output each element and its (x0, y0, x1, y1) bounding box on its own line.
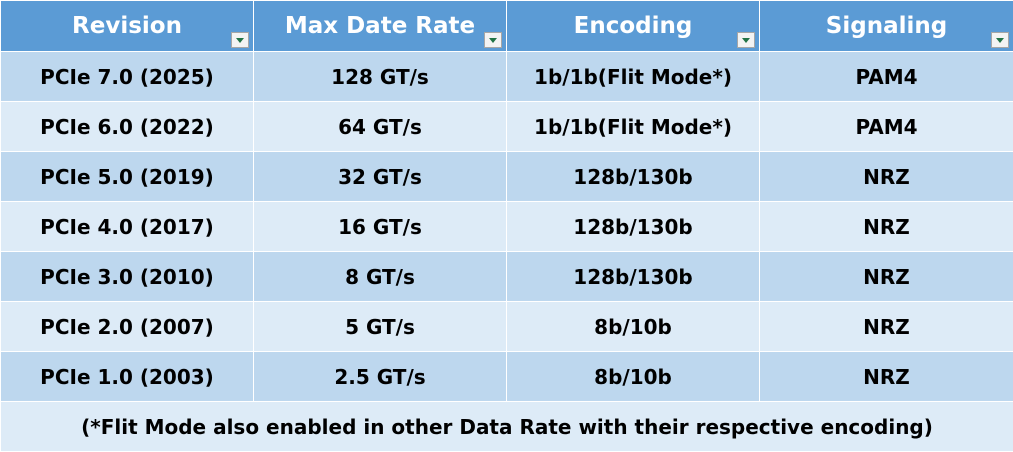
cell-max-rate: 5 GT/s (254, 302, 507, 352)
cell-revision: PCIe 3.0 (2010) (1, 252, 254, 302)
header-label: Signaling (826, 13, 947, 39)
header-label: Encoding (574, 13, 693, 39)
table-row: PCIe 3.0 (2010) 8 GT/s 128b/130b NRZ (1, 252, 1013, 302)
filter-dropdown-icon[interactable] (737, 32, 755, 48)
filter-dropdown-icon[interactable] (231, 32, 249, 48)
footnote: (*Flit Mode also enabled in other Data R… (1, 402, 1013, 452)
cell-max-rate: 128 GT/s (254, 52, 507, 102)
cell-revision: PCIe 7.0 (2025) (1, 52, 254, 102)
cell-signaling: NRZ (760, 152, 1013, 202)
cell-signaling: NRZ (760, 252, 1013, 302)
cell-encoding: 8b/10b (507, 302, 760, 352)
cell-revision: PCIe 6.0 (2022) (1, 102, 254, 152)
table-row: PCIe 2.0 (2007) 5 GT/s 8b/10b NRZ (1, 302, 1013, 352)
table-row: PCIe 6.0 (2022) 64 GT/s 1b/1b(Flit Mode*… (1, 102, 1013, 152)
cell-signaling: PAM4 (760, 102, 1013, 152)
header-max-date-rate: Max Date Rate (254, 1, 507, 52)
cell-encoding: 128b/130b (507, 202, 760, 252)
cell-signaling: NRZ (760, 302, 1013, 352)
table-row: PCIe 5.0 (2019) 32 GT/s 128b/130b NRZ (1, 152, 1013, 202)
cell-max-rate: 64 GT/s (254, 102, 507, 152)
cell-encoding: 8b/10b (507, 352, 760, 402)
cell-signaling: NRZ (760, 352, 1013, 402)
cell-max-rate: 2.5 GT/s (254, 352, 507, 402)
header-encoding: Encoding (507, 1, 760, 52)
cell-encoding: 1b/1b(Flit Mode*) (507, 52, 760, 102)
table-row: PCIe 4.0 (2017) 16 GT/s 128b/130b NRZ (1, 202, 1013, 252)
cell-revision: PCIe 5.0 (2019) (1, 152, 254, 202)
cell-max-rate: 32 GT/s (254, 152, 507, 202)
cell-encoding: 128b/130b (507, 252, 760, 302)
header-label: Revision (72, 13, 182, 39)
cell-encoding: 1b/1b(Flit Mode*) (507, 102, 760, 152)
cell-max-rate: 8 GT/s (254, 252, 507, 302)
cell-encoding: 128b/130b (507, 152, 760, 202)
cell-revision: PCIe 2.0 (2007) (1, 302, 254, 352)
table-row: PCIe 7.0 (2025) 128 GT/s 1b/1b(Flit Mode… (1, 52, 1013, 102)
header-row: Revision Max Date Rate Encoding Signalin… (1, 1, 1013, 52)
cell-signaling: NRZ (760, 202, 1013, 252)
footnote-row: (*Flit Mode also enabled in other Data R… (1, 402, 1013, 452)
table-row: PCIe 1.0 (2003) 2.5 GT/s 8b/10b NRZ (1, 352, 1013, 402)
header-revision: Revision (1, 1, 254, 52)
cell-signaling: PAM4 (760, 52, 1013, 102)
header-signaling: Signaling (760, 1, 1013, 52)
cell-revision: PCIe 1.0 (2003) (1, 352, 254, 402)
filter-dropdown-icon[interactable] (484, 32, 502, 48)
header-label: Max Date Rate (285, 13, 475, 39)
cell-max-rate: 16 GT/s (254, 202, 507, 252)
cell-revision: PCIe 4.0 (2017) (1, 202, 254, 252)
filter-dropdown-icon[interactable] (991, 32, 1009, 48)
